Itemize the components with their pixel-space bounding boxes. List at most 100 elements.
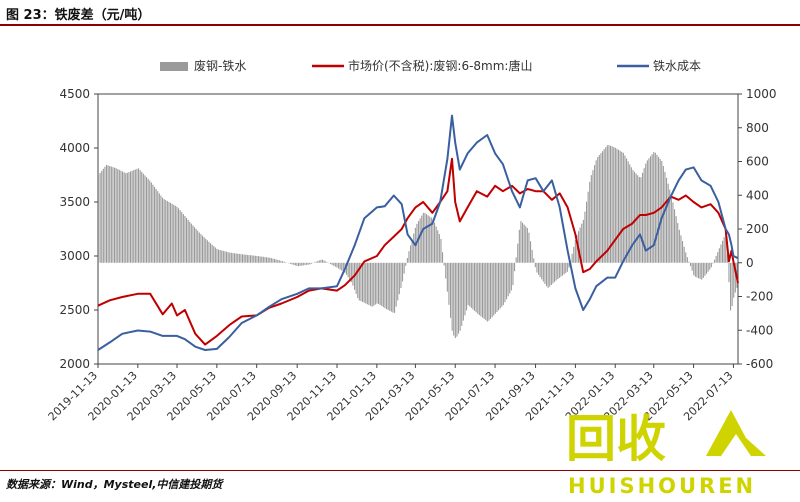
bar bbox=[586, 202, 587, 263]
bar bbox=[378, 263, 379, 304]
bar bbox=[170, 203, 171, 263]
bar bbox=[447, 263, 448, 292]
bar bbox=[293, 263, 294, 265]
bar bbox=[188, 220, 189, 263]
bar bbox=[432, 219, 433, 263]
bar bbox=[583, 220, 584, 263]
bar bbox=[266, 257, 267, 263]
bar bbox=[557, 263, 558, 279]
bar bbox=[199, 233, 200, 263]
bar bbox=[255, 256, 256, 263]
bar bbox=[269, 258, 270, 263]
bar bbox=[418, 221, 419, 263]
bar bbox=[476, 263, 477, 313]
bar bbox=[543, 263, 544, 282]
watermark-logo: 回收 HUISHOUREN bbox=[546, 398, 796, 498]
bar bbox=[356, 263, 357, 294]
bar bbox=[407, 258, 408, 263]
bar bbox=[701, 263, 702, 280]
right-tick-label: 800 bbox=[746, 121, 769, 135]
bar bbox=[282, 261, 283, 263]
bar bbox=[330, 263, 331, 264]
bar bbox=[306, 263, 307, 265]
right-tick-label: 1000 bbox=[746, 87, 777, 101]
bar bbox=[144, 175, 145, 262]
bar bbox=[180, 210, 181, 263]
bar bbox=[413, 234, 414, 263]
bar bbox=[573, 247, 574, 263]
legend-label: 铁水成本 bbox=[653, 59, 701, 73]
watermark-arrow-icon bbox=[706, 410, 766, 456]
bar bbox=[695, 263, 696, 277]
bar bbox=[210, 243, 211, 262]
bar bbox=[372, 263, 373, 307]
watermark-glyphs: 回收 bbox=[566, 410, 666, 468]
bar bbox=[295, 263, 296, 266]
bar bbox=[164, 199, 165, 263]
bar bbox=[194, 227, 195, 263]
bar bbox=[392, 263, 393, 313]
bar bbox=[309, 263, 310, 265]
bar bbox=[336, 263, 337, 268]
bar bbox=[714, 260, 715, 263]
bar bbox=[730, 263, 731, 311]
left-tick-label: 3000 bbox=[59, 249, 90, 263]
bar bbox=[216, 249, 217, 263]
bar bbox=[456, 263, 457, 337]
bar bbox=[178, 208, 179, 262]
bar bbox=[684, 247, 685, 263]
bar bbox=[325, 261, 326, 262]
bar bbox=[589, 182, 590, 263]
bar bbox=[402, 263, 403, 282]
bar bbox=[549, 263, 550, 287]
bar bbox=[274, 259, 275, 263]
bar bbox=[672, 202, 673, 262]
bar bbox=[572, 254, 573, 263]
bar bbox=[484, 263, 485, 319]
bar bbox=[132, 171, 133, 263]
bar bbox=[130, 171, 131, 262]
bar bbox=[202, 236, 203, 263]
bar bbox=[724, 237, 725, 263]
bar bbox=[207, 240, 208, 262]
bar bbox=[196, 229, 197, 263]
bar bbox=[237, 254, 238, 263]
bar bbox=[205, 239, 206, 263]
bar bbox=[333, 263, 334, 266]
bar bbox=[685, 252, 686, 262]
bar bbox=[728, 263, 729, 282]
bar bbox=[272, 259, 273, 263]
bar bbox=[564, 263, 565, 274]
bar bbox=[226, 252, 227, 263]
bar bbox=[428, 215, 429, 262]
bar bbox=[503, 263, 504, 305]
bar bbox=[135, 170, 136, 263]
bar bbox=[303, 263, 304, 266]
bar bbox=[516, 257, 517, 262]
bar bbox=[271, 258, 272, 263]
bar bbox=[423, 213, 424, 263]
bar bbox=[554, 263, 555, 282]
bar bbox=[535, 263, 536, 267]
bar bbox=[704, 263, 705, 276]
bar bbox=[504, 263, 505, 302]
bar bbox=[197, 231, 198, 263]
bar bbox=[450, 263, 451, 318]
bar bbox=[575, 240, 576, 263]
bar bbox=[167, 201, 168, 263]
bar bbox=[340, 263, 341, 270]
bar bbox=[399, 263, 400, 294]
bar bbox=[565, 263, 566, 273]
bar bbox=[693, 263, 694, 275]
bar bbox=[501, 263, 502, 307]
bar bbox=[634, 172, 635, 263]
bar bbox=[420, 218, 421, 262]
bar bbox=[604, 149, 605, 263]
bar bbox=[154, 187, 155, 263]
bar bbox=[317, 261, 318, 263]
bar bbox=[722, 241, 723, 263]
bar bbox=[490, 263, 491, 319]
bar bbox=[592, 170, 593, 263]
bar bbox=[140, 170, 141, 263]
bar bbox=[655, 153, 656, 263]
